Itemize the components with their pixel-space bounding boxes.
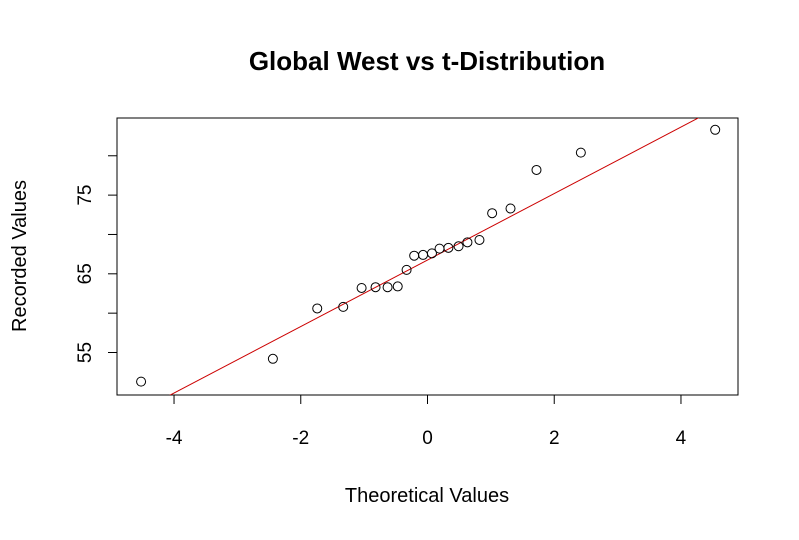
data-point [434,243,445,254]
y-tick-label: 65 [75,263,96,284]
chart-title: Global West vs t-Distribution [249,46,605,76]
y-axis: 55 65 75 [75,155,118,363]
data-point [474,234,485,245]
x-tick-label: -4 [166,428,183,449]
data-point [312,303,323,314]
data-point [356,282,367,293]
data-point [443,242,454,253]
data-point [401,264,412,275]
reference-line-group [169,118,700,395]
y-tick-label: 75 [75,185,96,206]
data-point [418,249,429,260]
data-point [409,250,420,261]
data-point [531,164,542,175]
data-point [136,376,147,387]
data-point [382,282,393,293]
reference-line [169,118,700,395]
x-axis-label: Theoretical Values [345,485,509,507]
data-point [370,282,381,293]
data-point [338,301,349,312]
data-point [462,237,473,248]
x-axis: -4 -2 0 2 4 [166,394,687,449]
points-group [136,124,721,387]
data-point [392,281,403,292]
y-axis-label: Recorded Values [9,180,31,332]
data-point [710,124,721,135]
x-tick-label: 4 [676,428,687,449]
data-point [426,248,437,259]
x-tick-label: -2 [292,428,309,449]
y-tick-label: 55 [75,342,96,363]
data-point [487,208,498,219]
data-point [575,147,586,158]
x-tick-label: 0 [422,428,433,449]
data-point [505,203,516,214]
data-point [267,353,278,364]
data-point [453,241,464,252]
x-tick-label: 2 [549,428,560,449]
